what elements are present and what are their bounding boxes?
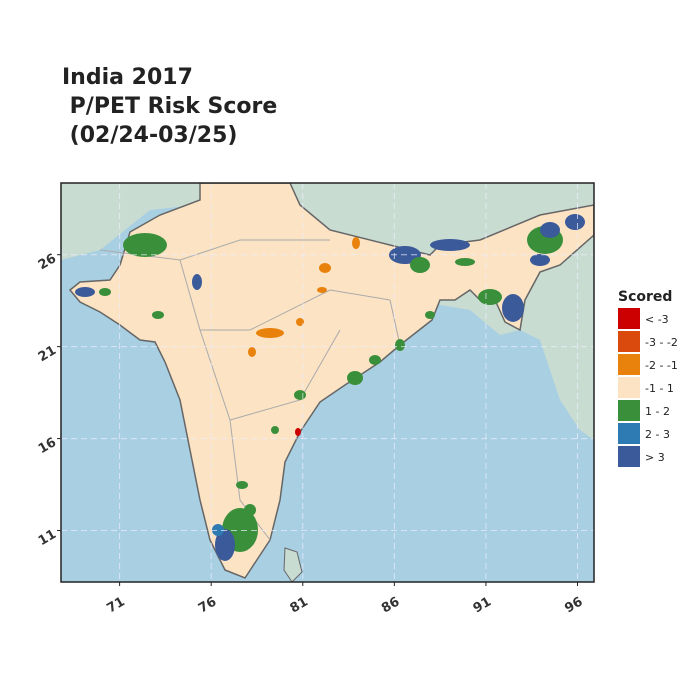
legend-label: 2 - 3	[645, 428, 670, 441]
legend-label: < -3	[645, 313, 669, 326]
score-cell	[502, 294, 524, 322]
legend-label: -3 - -2	[645, 336, 678, 349]
score-cell	[369, 355, 381, 365]
legend-swatch	[618, 354, 640, 375]
legend-swatch	[618, 308, 640, 329]
score-cell	[425, 311, 435, 319]
map-frame	[60, 182, 595, 583]
score-cell	[123, 233, 167, 257]
score-cell	[540, 222, 560, 238]
legend-swatch	[618, 400, 640, 421]
score-cell	[352, 237, 360, 249]
score-cell	[478, 289, 502, 305]
sri-lanka	[283, 547, 303, 582]
score-cell	[75, 287, 95, 297]
legend-label: > 3	[645, 451, 665, 464]
score-cell	[244, 504, 256, 516]
legend-swatch	[618, 377, 640, 398]
score-cell	[317, 287, 327, 293]
legend-label: -1 - 1	[645, 382, 674, 395]
score-cell	[271, 426, 279, 434]
score-cell	[565, 214, 585, 230]
legend-label: 1 - 2	[645, 405, 670, 418]
score-cell	[530, 254, 550, 266]
score-cell	[215, 529, 235, 561]
legend-swatch	[618, 423, 640, 444]
map-area	[61, 183, 594, 582]
score-cell	[212, 524, 224, 536]
score-cell	[256, 328, 284, 338]
score-cell	[410, 257, 430, 273]
title-line: P/PET Risk Score	[62, 94, 277, 119]
legend-label: -2 - -1	[645, 359, 678, 372]
score-cell	[294, 390, 306, 400]
score-cell	[395, 339, 405, 351]
score-cell	[152, 311, 164, 319]
title-line: India 2017	[62, 65, 193, 90]
score-cell	[319, 263, 331, 273]
score-cell	[455, 258, 475, 266]
score-cell	[295, 428, 301, 436]
score-cell	[296, 318, 304, 326]
score-cell	[347, 371, 363, 385]
legend-swatch	[618, 446, 640, 467]
legend-swatch	[618, 331, 640, 352]
score-cell	[236, 481, 248, 489]
score-cell	[192, 274, 202, 290]
legend-title: Scored	[618, 289, 672, 305]
score-cell	[430, 239, 470, 251]
score-cell	[99, 288, 111, 296]
score-cell	[248, 347, 256, 357]
title-line: (02/24-03/25)	[62, 123, 237, 148]
